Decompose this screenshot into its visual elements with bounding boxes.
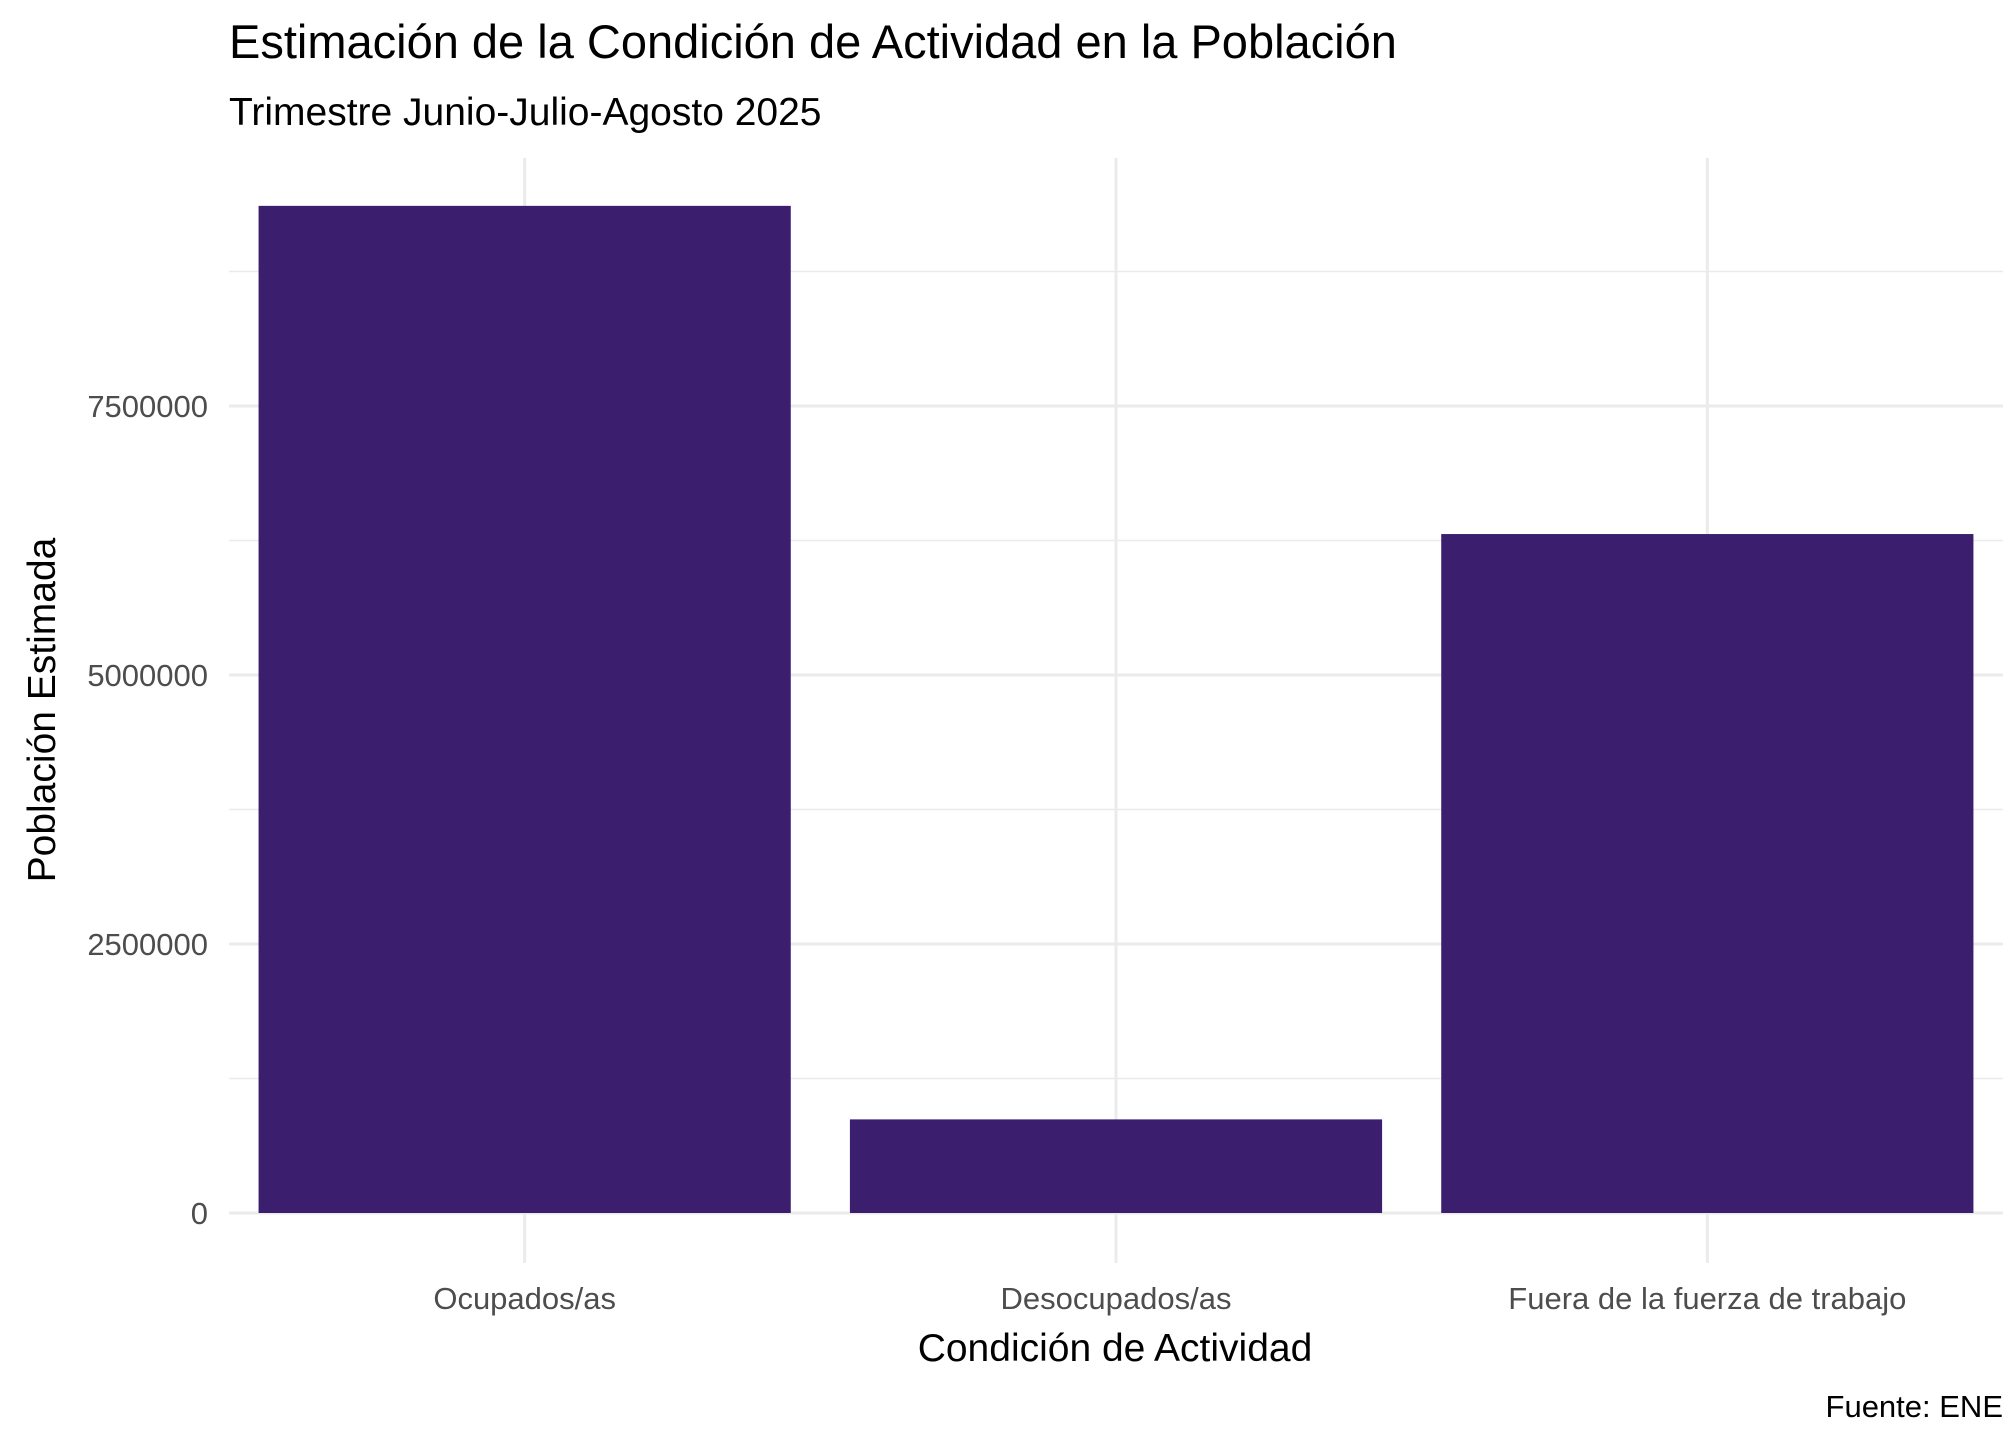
x-tick-label: Desocupados/as bbox=[1001, 1281, 1232, 1316]
x-tick-label: Ocupados/as bbox=[433, 1281, 616, 1316]
y-axis-title: Población Estimada bbox=[21, 537, 64, 882]
y-tick-label: 2500000 bbox=[87, 927, 208, 962]
chart-caption: Fuente: ENE bbox=[1826, 1389, 2003, 1424]
y-axis-ticks: 0 2500000 5000000 7500000 bbox=[87, 389, 208, 1231]
y-tick-label: 0 bbox=[191, 1196, 208, 1231]
y-tick-label: 7500000 bbox=[87, 389, 208, 424]
x-axis-title: Condición de Actividad bbox=[918, 1327, 1313, 1370]
x-tick-label: Fuera de la fuerza de trabajo bbox=[1508, 1281, 1906, 1316]
bar-ocupados-as bbox=[258, 205, 791, 1213]
bars bbox=[258, 205, 1974, 1213]
bar-fuera-de-la-fuerza-de-trabajo bbox=[1441, 534, 1974, 1213]
y-tick-label: 5000000 bbox=[87, 658, 208, 693]
chart-title: Estimación de la Condición de Actividad … bbox=[229, 15, 1397, 68]
bar-desocupados-as bbox=[849, 1119, 1383, 1213]
x-axis-ticks: Ocupados/as Desocupados/as Fuera de la fue… bbox=[433, 1281, 1906, 1316]
chart-subtitle: Trimestre Junio-Julio-Agosto 2025 bbox=[229, 91, 821, 134]
